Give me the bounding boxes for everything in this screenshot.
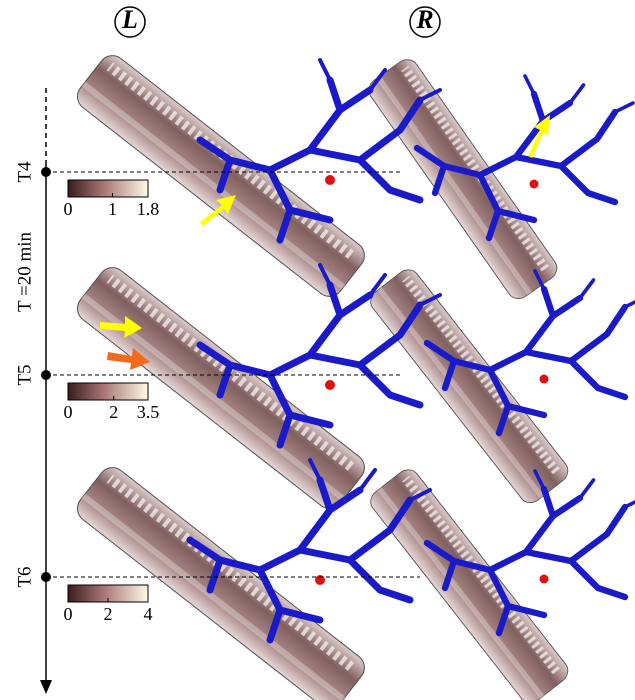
column-label: R — [415, 5, 433, 34]
colorbar-tick-label: 4 — [144, 604, 153, 624]
column-circle — [114, 6, 146, 38]
time-interval: T =20 min — [14, 231, 35, 312]
renderings — [71, 49, 635, 700]
colorbar — [67, 382, 149, 401]
colorbar-tick-label: 1 — [108, 199, 117, 219]
colorbar-tick-label: 2 — [104, 604, 113, 624]
column-label: L — [121, 5, 138, 34]
colorbar-tick-label: 3.5 — [137, 402, 160, 422]
time-step: T5 — [14, 364, 35, 385]
time-step: T6 — [14, 566, 35, 587]
colorbar-tick-label: 0 — [64, 199, 73, 219]
column-circle — [409, 6, 441, 38]
time-axis — [40, 88, 420, 694]
colorbar — [67, 179, 149, 198]
colorbar-tick-label: 1.8 — [137, 199, 160, 219]
colorbar-tick-label: 0 — [64, 604, 73, 624]
time-step: T4 — [14, 161, 35, 183]
colorbar-tick-label: 0 — [64, 402, 73, 422]
colorbar-tick-label: 2 — [109, 402, 118, 422]
arrows — [100, 115, 550, 370]
colorbars: 0 1 1.8 0 2 3.5 0 2 4 — [64, 179, 160, 624]
